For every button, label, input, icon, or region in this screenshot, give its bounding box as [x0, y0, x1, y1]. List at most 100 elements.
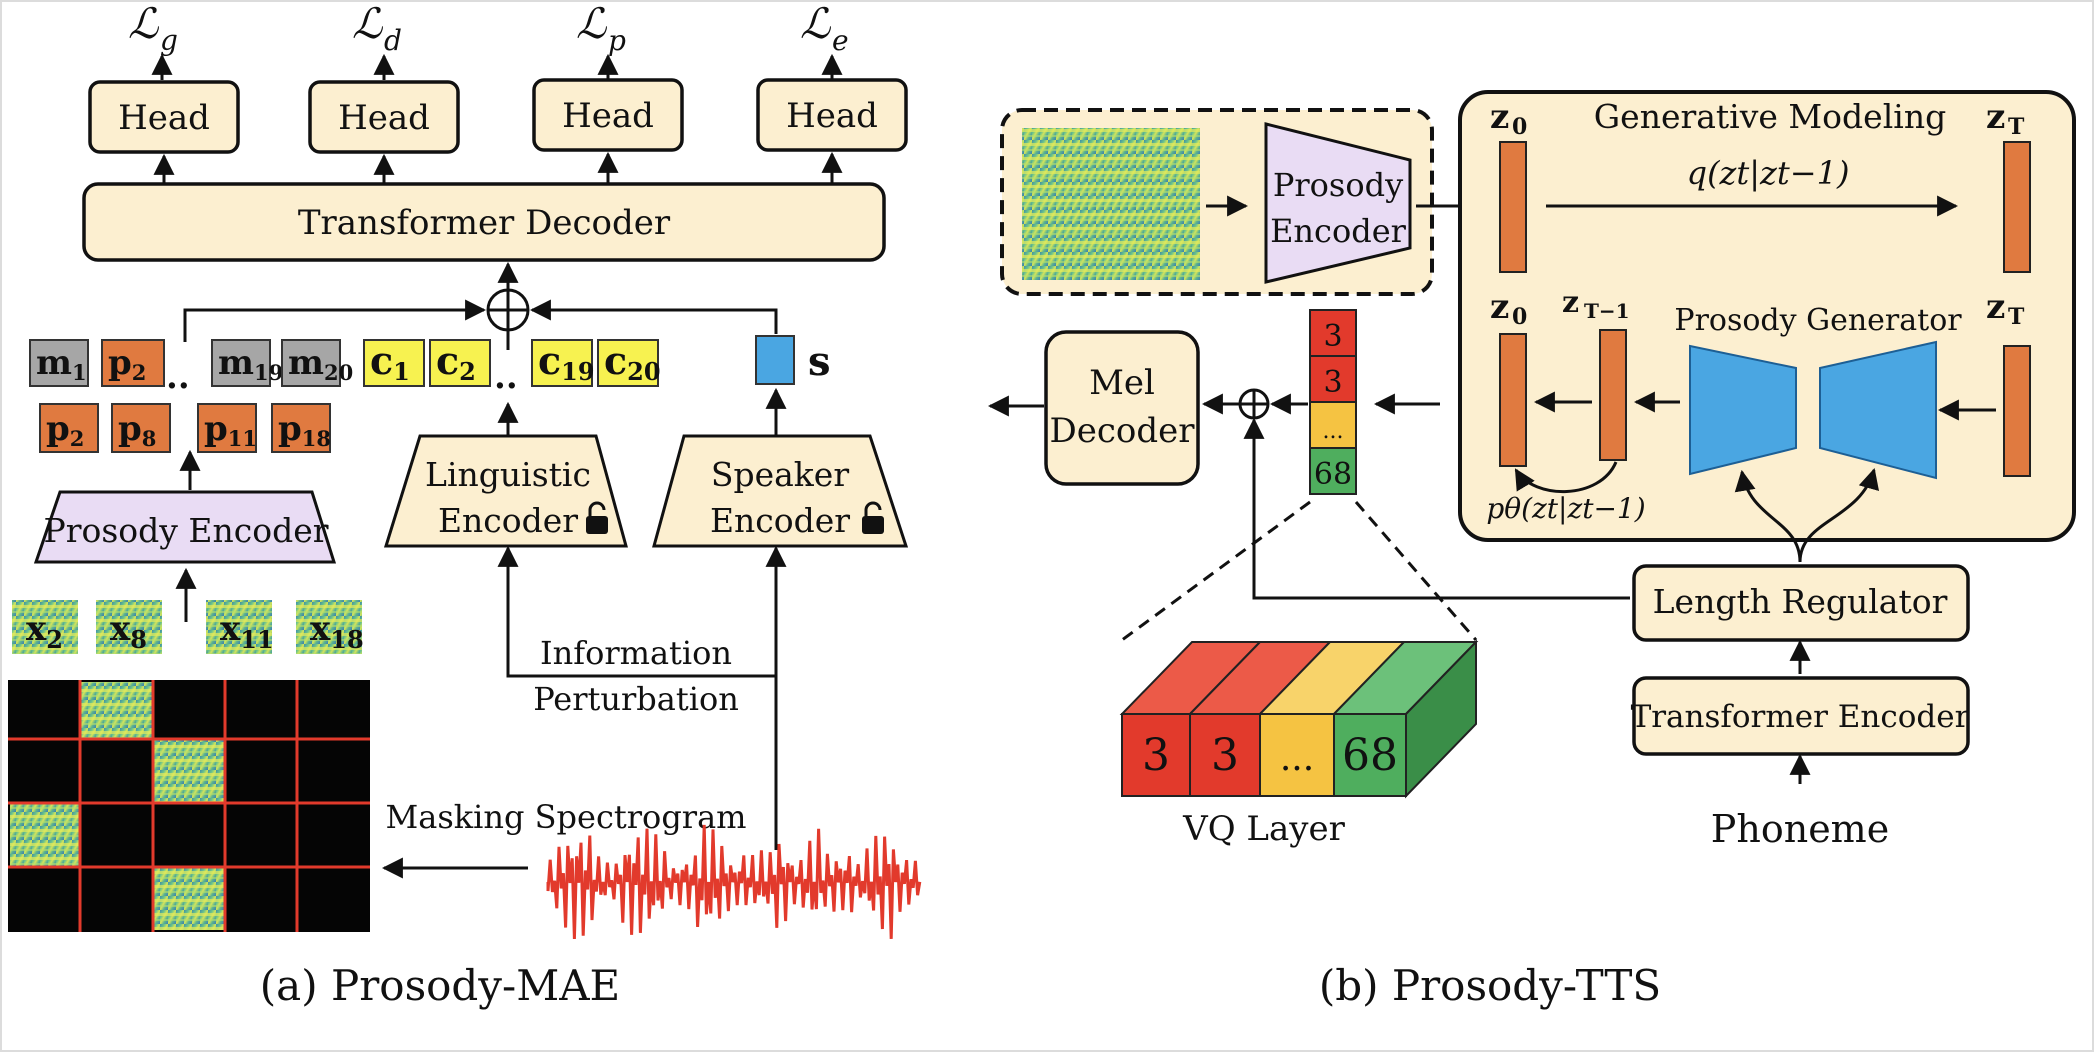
- svg-text:...: ...: [1323, 419, 1344, 444]
- svg-text:Prosody Encoder: Prosody Encoder: [43, 511, 328, 550]
- prosody-encoder-right: [1264, 122, 1412, 284]
- mask-token-4: m20: [281, 339, 353, 387]
- svg-text:z: z: [1986, 287, 2005, 327]
- svg-text:p: p: [608, 24, 626, 57]
- svg-text:ℒ: ℒ: [576, 0, 607, 48]
- prosody-token-3: p11: [197, 403, 257, 453]
- svg-text:3: 3: [1323, 319, 1342, 354]
- svg-text:Speaker: Speaker: [711, 455, 849, 494]
- vq-layer-block: 3 3... 68: [1119, 639, 1479, 799]
- sum-arrows-left: [183, 261, 778, 350]
- svg-text:0: 0: [1512, 304, 1527, 330]
- sum-node-right: [1238, 388, 1270, 420]
- z0-bar-bottom: [1499, 333, 1527, 467]
- caption-b: (b) Prosody-TTS: [1319, 961, 1661, 1010]
- svg-text:Encoder: Encoder: [710, 501, 850, 540]
- loss-labels: ℒ g ℒ d ℒ p ℒ e: [128, 0, 849, 57]
- heads: Head Head Head Head: [88, 78, 908, 154]
- loss-g: ℒ g: [128, 0, 178, 57]
- reference-encoder-box: Prosody Encoder: [1000, 108, 1434, 296]
- lock-icon: [586, 501, 608, 534]
- zT-bar-top: [2003, 141, 2031, 273]
- svg-text:m20: m20: [288, 343, 353, 385]
- generative-modeling-box: Generative Modeling z 0 z T q(zt|zt−1) z…: [1458, 90, 2076, 542]
- svg-text:z: z: [1490, 287, 1509, 327]
- svg-text:3: 3: [1142, 730, 1170, 781]
- svg-text:Transformer Encoder: Transformer Encoder: [1631, 699, 1970, 735]
- svg-text:T: T: [2008, 304, 2025, 330]
- patch-3: x11: [206, 600, 274, 654]
- waveform: [546, 824, 922, 939]
- svg-text:3: 3: [1211, 730, 1239, 781]
- content-token-2: c2: [429, 338, 491, 387]
- svg-text:Encoder: Encoder: [438, 501, 578, 540]
- svg-text:pθ(zt|zt−1): pθ(zt|zt−1): [1486, 492, 1645, 525]
- svg-text:T: T: [2008, 114, 2025, 140]
- svg-text:ℒ: ℒ: [800, 0, 831, 48]
- vq-cell-2: 3: [1187, 641, 1333, 797]
- svg-text:g: g: [160, 24, 178, 57]
- svg-text:z: z: [1986, 97, 2005, 137]
- perturbation-arrows: [381, 545, 787, 879]
- speaker-token: s: [755, 335, 831, 385]
- svg-text:d: d: [384, 24, 402, 57]
- ellipsis-content: ..: [494, 357, 518, 397]
- svg-text:Generative Modeling: Generative Modeling: [1594, 97, 1946, 136]
- svg-text:(b) Prosody-TTS: (b) Prosody-TTS: [1319, 961, 1661, 1010]
- zT-bar-bottom: [2003, 345, 2031, 477]
- svg-text:Head: Head: [562, 96, 654, 136]
- generator-decoder-half: [1819, 340, 1937, 480]
- content-token-4: c20: [597, 338, 661, 387]
- phoneme-label: Phoneme: [1711, 807, 1889, 851]
- prosody-token-2: p8: [111, 403, 171, 453]
- svg-text:q(zt|zt−1): q(zt|zt−1): [1687, 154, 1850, 192]
- svg-text:z: z: [1490, 97, 1509, 137]
- svg-text:Perturbation: Perturbation: [533, 680, 739, 718]
- lock-icon: [862, 501, 884, 534]
- svg-text:ℒ: ℒ: [128, 0, 159, 48]
- mel-spectrogram-image: [1022, 128, 1200, 280]
- right-flow-arrows: [1201, 393, 1879, 784]
- prosody-token-1: p2: [39, 403, 99, 453]
- svg-text:0: 0: [1512, 114, 1527, 140]
- vq-token-1: 3: [1309, 309, 1357, 357]
- information-perturbation: Information Perturbation: [533, 634, 739, 718]
- transformer-encoder: Transformer Encoder: [1631, 676, 1970, 756]
- loss-d: ℒ d: [352, 0, 402, 57]
- content-token-1: c1: [363, 338, 425, 387]
- svg-text:Prosody: Prosody: [1273, 166, 1403, 204]
- vq-cell-4: 68: [1331, 641, 1479, 797]
- svg-text:(a) Prosody-MAE: (a) Prosody-MAE: [260, 961, 620, 1010]
- head-box-3: Head: [532, 78, 684, 152]
- svg-text:e: e: [832, 24, 849, 57]
- svg-text:Phoneme: Phoneme: [1711, 807, 1889, 851]
- head-loss-arrows: [151, 53, 843, 80]
- generator-encoder-half: [1689, 344, 1797, 476]
- svg-text:Decoder: Decoder: [1049, 411, 1195, 451]
- vq-zoom-lines: [1121, 500, 1478, 642]
- svg-text:z: z: [1562, 285, 1579, 320]
- svg-text:ℒ: ℒ: [352, 0, 383, 48]
- svg-text:x2: x2: [26, 609, 63, 654]
- mask-token-row: m1 p2 m19 m20..: [29, 339, 353, 397]
- head-box-2: Head: [308, 80, 460, 154]
- svg-text:s: s: [808, 338, 831, 385]
- loss-e: ℒ e: [800, 0, 849, 57]
- vq-block-side: [1405, 639, 1477, 799]
- svg-text:Length Regulator: Length Regulator: [1653, 582, 1948, 621]
- encoder-arrows-left: [175, 387, 787, 622]
- vq-token-stack: 3 3... 68: [1309, 309, 1357, 495]
- head-box-1: Head: [88, 80, 240, 154]
- decoder-head-arrows: [153, 151, 843, 184]
- mel-decoder: Mel Decoder: [1044, 330, 1200, 486]
- content-token-row: c1 c2 c19 c20..: [363, 338, 661, 397]
- vq-token-3: ...: [1309, 401, 1357, 449]
- prosody-token-row: p2 p8 p11 p18: [39, 403, 331, 453]
- prosody-token-4: p18: [271, 403, 331, 453]
- vq-token-2: 3: [1309, 355, 1357, 403]
- svg-text:3: 3: [1323, 365, 1342, 400]
- mask-token-3: m19: [211, 339, 283, 387]
